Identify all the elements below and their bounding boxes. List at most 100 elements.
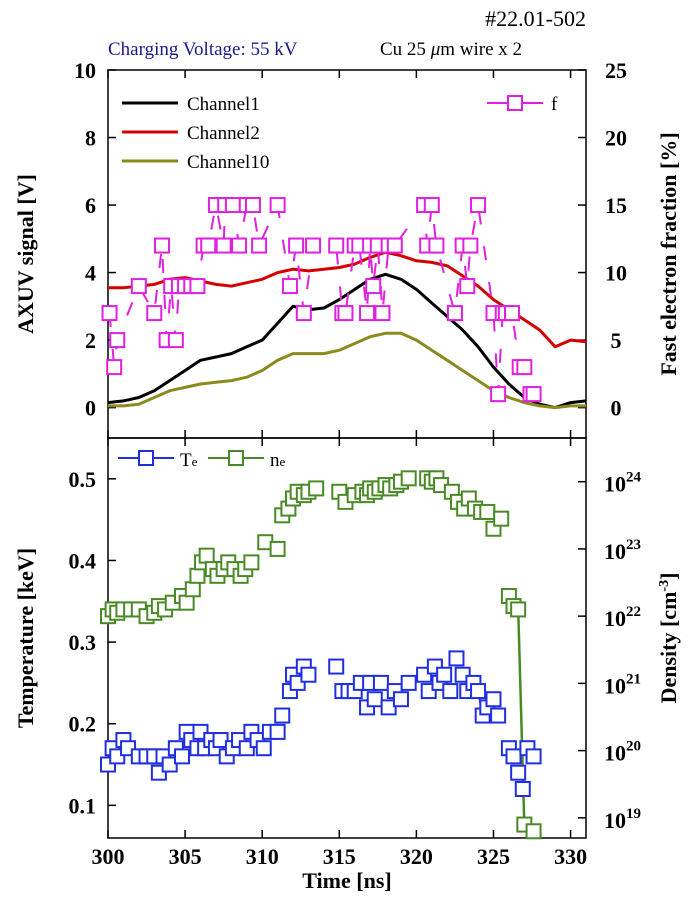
fast-fraction-markers [101,197,542,403]
top-y-tick-label: 4 [85,261,96,286]
data-point-ne [198,547,215,564]
x-tick-label: 320 [400,844,433,869]
data-point-ne [243,554,260,571]
top-y-right-tick-label: 10 [605,261,627,286]
data-point-f [462,237,479,254]
data-point-f [359,305,376,322]
top-y-tick-label: 6 [85,193,96,218]
x-tick-label: 310 [246,844,279,869]
data-point-te [505,748,522,765]
data-point-te [174,748,191,765]
data-point-ne [269,540,286,557]
data-point-f [189,278,206,295]
shot-id: #22.01-502 [485,6,586,31]
x-tick-label: 325 [477,844,510,869]
top-y-right-tick-label: 25 [605,58,627,83]
legend-marker-te [138,450,154,466]
data-point-te [255,740,272,757]
data-point-f [153,237,170,254]
data-point-f [109,332,126,349]
data-point-te [380,699,397,716]
data-point-te [470,683,487,700]
legend-label-f: f [551,94,558,115]
data-point-te [392,691,409,708]
legend-label-channel10: Channel10 [187,152,269,173]
top-y-right-tick-label: 0 [611,396,622,421]
data-point-te [328,658,345,675]
data-point-f [106,359,123,376]
data-point-te [490,707,507,724]
data-point-f [386,237,403,254]
data-point-te [442,683,459,700]
data-point-f [215,237,232,254]
data-point-te [274,707,291,724]
data-point-te [269,723,286,740]
data-point-f [130,278,147,295]
top-panel-frame [107,69,587,439]
bottom-y-right-tick-label: 1024 [604,470,642,497]
bottom-y-right-tick-label: 1023 [604,537,641,564]
data-point-ne [479,503,496,520]
data-point-f [101,305,118,322]
bottom-axes: 0.1 0.2 0.3 0.4 0.5 1019 1020 1021 1022 1023 1024 3… [69,438,642,869]
legend-marker-ne [228,450,244,466]
data-point-te [300,666,317,683]
data-point-f [269,197,286,214]
legend-label-ne: ne [270,450,286,471]
bottom-y-right-tick-label: 1019 [604,806,641,833]
legend-label-channel2: Channel2 [187,123,260,144]
data-point-ne [525,823,542,840]
data-point-te [485,691,502,708]
data-point-f [328,237,345,254]
data-point-f [295,305,312,322]
x-tick-label: 330 [554,844,587,869]
bottom-y-right-tick-label: 1022 [604,604,641,631]
data-point-f [231,237,248,254]
series-line-channel1 [107,272,587,410]
data-point-te [514,781,531,798]
bottom-y-tick-label: 0.2 [69,712,97,737]
legend-marker-f [507,95,523,111]
data-point-f [490,386,507,403]
top-y-right-tick-label: 20 [605,126,627,151]
bottom-y-axis-title: Temperature [keV] [13,548,38,728]
data-point-f [446,305,463,322]
data-point-ne [308,480,325,497]
data-point-f [423,197,440,214]
data-point-te [436,666,453,683]
series-line-ne [516,609,535,833]
x-tick-label: 300 [92,844,125,869]
top-y-tick-label: 2 [85,328,96,353]
data-point-ne [400,470,417,487]
data-point-ne [493,510,510,527]
x-axis-title: Time [ns] [302,868,391,893]
data-point-te [525,748,542,765]
top-y-axis-title: AXUV signal [V] [13,174,38,334]
data-point-te [161,756,178,773]
data-point-ne [510,601,527,618]
series-line-f [108,201,534,396]
top-y-right-tick-label: 15 [605,193,627,218]
bottom-y-tick-label: 0.4 [69,548,97,573]
data-point-f [146,305,163,322]
data-point-f [365,278,382,295]
data-point-f [251,237,268,254]
data-point-f [244,197,261,214]
series-line-channel10 [108,331,586,410]
data-point-te [366,691,383,708]
bottom-y-tick-label: 0.1 [69,793,97,818]
data-point-f [305,237,322,254]
voltage-label: Charging Voltage: 55 kV [108,39,298,60]
legend-label-te: Te [180,450,198,471]
data-point-f [224,197,241,214]
x-tick-label: 315 [323,844,356,869]
data-point-f [167,332,184,349]
data-point-te [448,650,465,667]
data-point-te [212,732,229,749]
legend-label-channel1: Channel1 [187,94,260,115]
data-point-ne [189,567,206,584]
data-point-f [374,305,391,322]
top-y-tick-label: 10 [74,58,96,83]
bottom-y-right-axis-title: Density [cm-3] [656,573,681,704]
